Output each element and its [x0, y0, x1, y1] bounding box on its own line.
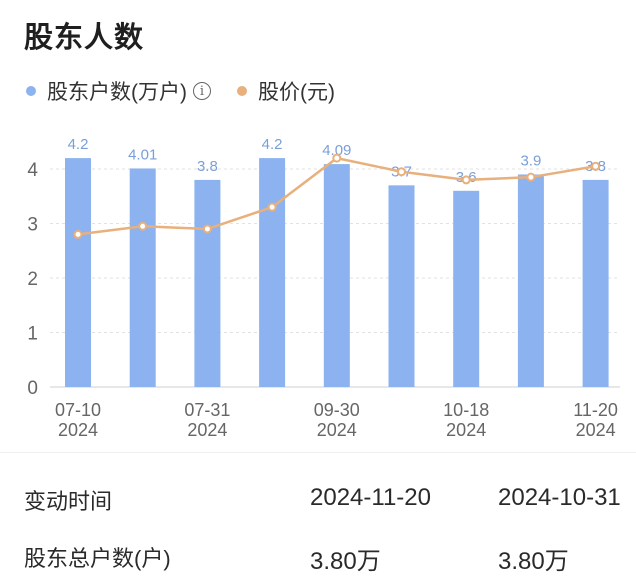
price-point	[73, 229, 83, 239]
bar	[194, 179, 221, 387]
legend-price-label: 股价(元)	[258, 81, 335, 104]
info-icon[interactable]: i	[193, 82, 211, 100]
y-tick-label: 1	[27, 324, 38, 345]
legend-item-holders[interactable]: 股东户数(万户) i	[26, 76, 211, 106]
y-tick-label: 4	[27, 160, 38, 181]
x-tick-label: 2024	[576, 420, 616, 440]
price-point	[461, 175, 471, 185]
x-tick-label: 2024	[187, 420, 227, 440]
legend-holders-swatch	[26, 86, 36, 96]
bar-value-label: 3.8	[197, 158, 218, 175]
legend-price-swatch	[237, 86, 247, 96]
bar	[323, 164, 350, 387]
x-tick-label: 07-31	[184, 400, 230, 420]
price-point	[202, 224, 212, 234]
price-point	[138, 221, 148, 231]
bar-value-label: 4.01	[128, 146, 157, 163]
bar-value-label: 4.09	[322, 142, 351, 159]
y-tick-label: 3	[27, 215, 38, 236]
x-tick-label: 07-10	[55, 400, 101, 420]
legend-item-price[interactable]: 股价(元)	[237, 76, 335, 106]
bar	[259, 158, 286, 387]
price-point	[526, 172, 536, 182]
legend-holders-label: 股东户数(万户)	[47, 81, 187, 104]
bar	[65, 158, 91, 387]
divider	[0, 452, 636, 453]
price-point	[332, 153, 342, 163]
y-tick-label: 2	[27, 269, 38, 290]
price-point	[397, 167, 406, 177]
bar-value-label: 3.9	[520, 152, 541, 169]
bar	[129, 168, 156, 387]
price-point	[267, 202, 277, 212]
x-tick-label: 2024	[58, 420, 98, 440]
bar-value-label: 4.2	[262, 136, 283, 153]
bar-value-label: 4.2	[68, 136, 89, 153]
row-value-1: 3.80万	[310, 548, 381, 575]
bar	[582, 179, 609, 387]
bar	[517, 174, 544, 387]
price-point	[591, 161, 601, 171]
row-value-2: 2024-10-31	[498, 484, 621, 511]
section-title: 股东人数	[24, 22, 145, 54]
row-value-1: 2024-11-20	[310, 484, 431, 511]
bar	[388, 185, 415, 387]
row-label: 股东总户数(户)	[24, 546, 171, 571]
x-tick-label: 10-18	[443, 400, 489, 420]
chart-legend: 股东户数(万户) i 股价(元)	[26, 76, 361, 106]
row-label: 变动时间	[24, 489, 113, 514]
y-tick-label: 0	[27, 378, 38, 399]
x-tick-label: 09-30	[314, 400, 360, 420]
x-tick-label: 11-20	[573, 400, 618, 420]
bar	[453, 190, 480, 387]
x-tick-label: 2024	[446, 420, 486, 440]
chart-plot: 012344.24.013.84.24.093.73.63.93.807-102…	[27, 136, 620, 440]
x-tick-label: 2024	[317, 420, 357, 440]
row-value-2: 3.80万	[498, 548, 569, 575]
